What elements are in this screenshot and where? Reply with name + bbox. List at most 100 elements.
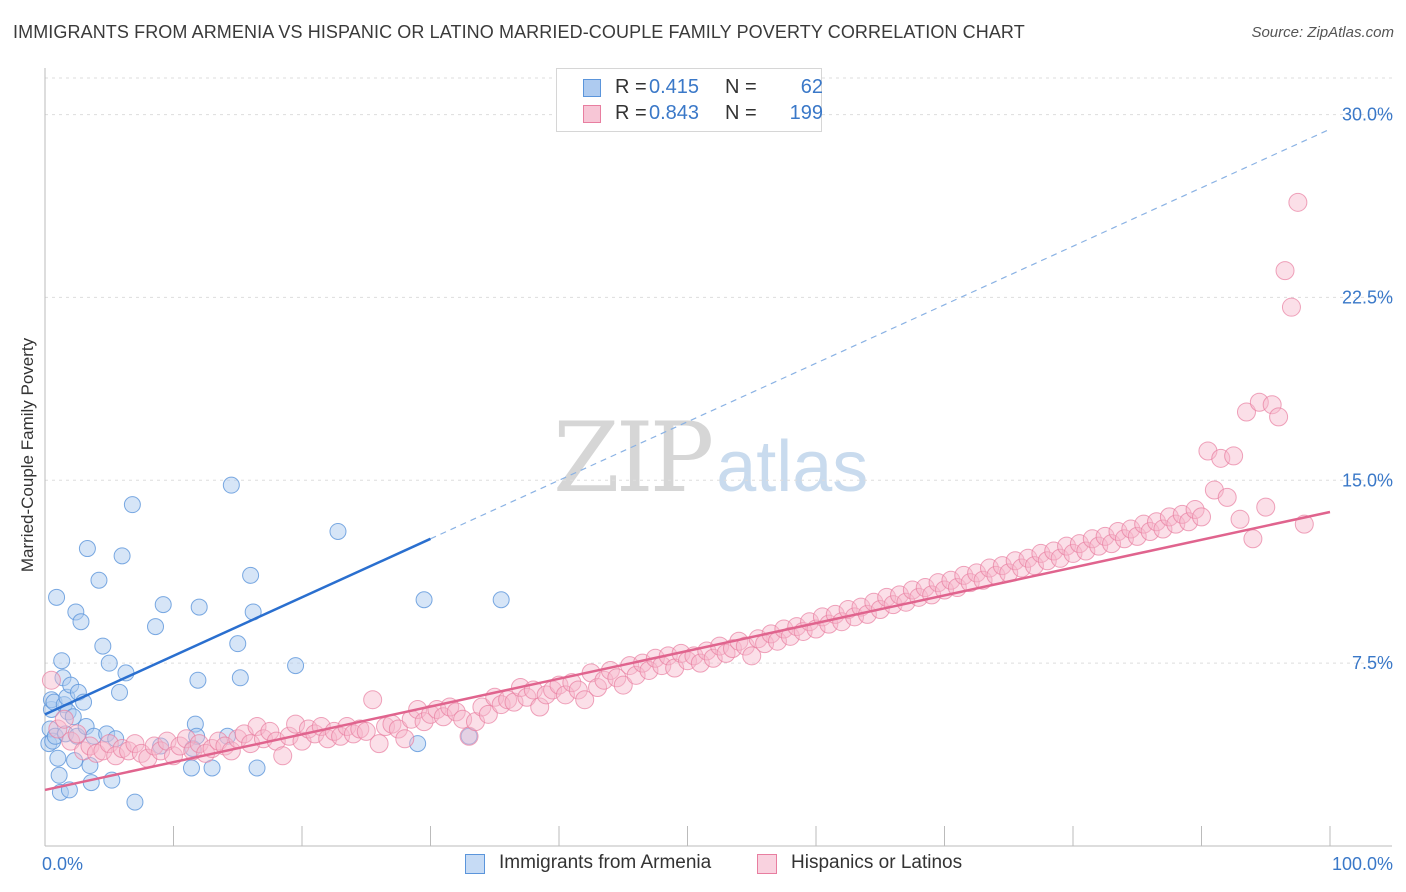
armenia-point [231, 669, 249, 687]
tick-labels: 7.5% 15.0% 22.5% 30.0% 0.0% 100.0% [42, 105, 1393, 874]
armenia-point [72, 613, 90, 631]
hispanic-point [80, 736, 100, 756]
hispanic-point [369, 734, 389, 754]
hispanic-point [1179, 512, 1199, 532]
chart-title: IMMIGRANTS FROM ARMENIA VS HISPANIC OR L… [13, 22, 1025, 42]
hispanic-point [1256, 497, 1276, 517]
hispanic-legend-label: Hispanics or Latinos [791, 852, 963, 873]
hispanic-point [286, 714, 306, 734]
axes [44, 68, 1392, 847]
hispanic-point [1224, 446, 1244, 466]
hispanic-point [1217, 487, 1237, 507]
x-tick-label: 100.0% [1332, 854, 1393, 874]
hispanic-point [517, 687, 537, 707]
hispanic-point [915, 578, 935, 598]
hispanic-point [1018, 548, 1038, 568]
hispanic-point [530, 697, 550, 717]
hispanic-point [61, 731, 81, 751]
hispanic-point [48, 719, 68, 739]
armenia-point [415, 591, 433, 609]
hispanic-point [67, 724, 87, 744]
hispanic-point [1192, 507, 1211, 527]
hispanic-point [41, 670, 61, 690]
armenia-point [82, 774, 100, 792]
hispanic-point [780, 626, 800, 646]
hispanic-point [356, 721, 376, 741]
armenia-point [49, 749, 67, 767]
hispanic-point [144, 736, 164, 756]
hispanic-point [1095, 526, 1115, 546]
correlation-legend: R = 0.415 N = 62 R = 0.843 N = 199 [556, 68, 823, 132]
armenia-point [111, 683, 129, 701]
hispanic-point [395, 729, 415, 749]
hispanic-point [588, 678, 608, 698]
armenia-point [48, 588, 66, 606]
hispanic-point [478, 704, 498, 724]
y-tick-label: 7.5% [1352, 653, 1393, 673]
hispanic-point [388, 719, 408, 739]
hispanic-point [446, 702, 466, 722]
armenia-legend-label: Immigrants from Armenia [499, 852, 712, 873]
n-value: 62 [800, 76, 823, 98]
armenia-trend-line [44, 537, 432, 716]
hispanic-trend-line [44, 510, 1331, 792]
hispanic-point [967, 563, 987, 583]
armenia-point [50, 766, 68, 784]
hispanic-point [1044, 541, 1064, 561]
armenia-point [94, 637, 112, 655]
armenia-point [182, 759, 200, 777]
hispanic-point [639, 660, 659, 680]
hispanic-point [1269, 407, 1289, 427]
hispanic-point [414, 712, 434, 732]
n-value: 199 [789, 102, 823, 124]
hispanic-point [1185, 500, 1205, 520]
hispanic-point [363, 690, 383, 710]
x-tick-label: 0.0% [42, 854, 83, 874]
hispanic-point [54, 709, 74, 729]
hispanic-point [1153, 519, 1173, 539]
hispanic-point [93, 741, 113, 761]
y-tick-label: 15.0% [1342, 470, 1393, 490]
hispanic-point [973, 570, 993, 590]
hispanic-point [433, 707, 453, 727]
armenia-point [287, 657, 305, 675]
hispanic-point [626, 665, 646, 685]
armenia-point [113, 547, 131, 565]
hispanic-point [151, 741, 171, 761]
hispanic-point [1102, 534, 1122, 554]
hispanic-point [1024, 556, 1044, 576]
armenia-point [248, 759, 266, 777]
hispanic-point [575, 690, 595, 710]
armenia-legend-swatch [465, 854, 485, 874]
armenia-point [242, 566, 260, 584]
hispanic-point [273, 746, 293, 766]
hispanic-point [1243, 529, 1263, 549]
trend-lines [44, 128, 1331, 792]
hispanic-point [208, 731, 228, 751]
armenia-point [147, 618, 165, 636]
hispanic-point [106, 746, 126, 766]
armenia-trend-dashed [430, 128, 1331, 540]
armenia-point [329, 522, 347, 540]
hispanic-point [1288, 192, 1308, 212]
hispanic-point [690, 653, 710, 673]
hispanic-point [1121, 519, 1141, 539]
hispanic-point [1127, 526, 1147, 546]
hispanic-swatch [583, 105, 601, 123]
armenia-point [154, 596, 172, 614]
armenia-swatch [583, 79, 601, 97]
hispanic-point [568, 680, 588, 700]
y-tick-label: 22.5% [1342, 287, 1393, 307]
hispanic-point [1236, 402, 1256, 422]
source-label: Source: ZipAtlas.com [1251, 24, 1394, 41]
hispanic-point [247, 717, 267, 737]
r-label: R = [615, 102, 647, 124]
hispanic-point [472, 697, 492, 717]
hispanic-point [703, 648, 723, 668]
hispanic-point [189, 734, 209, 754]
hispanic-point [742, 646, 762, 666]
armenia-point [229, 635, 247, 653]
hispanic-point [613, 675, 633, 695]
armenia-point [53, 652, 71, 670]
